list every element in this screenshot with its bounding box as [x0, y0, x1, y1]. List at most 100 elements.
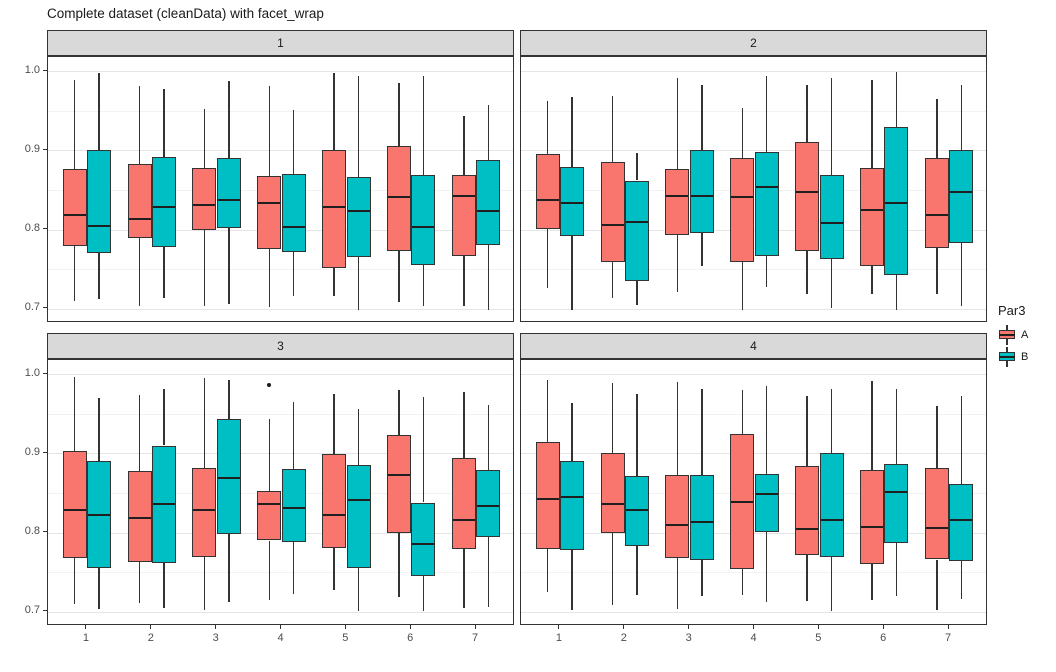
boxplot-median	[755, 185, 778, 188]
boxplot-median	[820, 518, 843, 521]
boxplot-lower-whisker	[98, 568, 100, 609]
boxplot-median	[152, 503, 175, 506]
y-tick-label: 0.8	[24, 525, 40, 538]
x-tick-label: 6	[880, 632, 887, 644]
boxplot-upper-whisker	[203, 378, 206, 469]
x-tick-label: 2	[620, 632, 627, 644]
boxplot-lower-whisker	[676, 557, 679, 609]
boxplot-median	[258, 202, 281, 205]
boxplot-upper-whisker	[701, 84, 703, 151]
x-tick	[817, 625, 819, 629]
boxplot-lower-whisker	[895, 274, 898, 310]
x-tick	[623, 625, 625, 629]
boxplot-box-b	[754, 474, 779, 532]
boxplot-median	[347, 209, 370, 212]
boxplot-lower-whisker	[765, 255, 768, 287]
boxplot-box-a	[62, 168, 87, 247]
x-tick-label: 2	[147, 632, 154, 644]
minor-gridline	[521, 269, 986, 271]
boxplot-box-b	[476, 159, 501, 246]
boxplot-upper-whisker	[203, 109, 206, 168]
boxplot-median	[690, 194, 713, 197]
boxplot-lower-whisker	[138, 561, 141, 604]
y-tick-label: 0.9	[24, 445, 40, 458]
boxplot-lower-whisker	[73, 557, 76, 604]
facet-panel-1	[47, 56, 514, 322]
x-tick-label: 3	[212, 632, 219, 644]
x-tick-label: 1	[555, 632, 562, 644]
boxplot-lower-whisker	[357, 257, 360, 310]
x-tick-label: 1	[82, 632, 89, 644]
boxplot-lower-whisker	[422, 576, 425, 611]
boxplot-median	[477, 505, 500, 508]
boxplot-median	[63, 214, 86, 217]
boxplot-upper-whisker	[398, 390, 400, 436]
boxplot-lower-whisker	[292, 542, 295, 595]
boxplot-upper-whisker	[895, 72, 898, 127]
boxplot-median	[452, 194, 475, 197]
boxplot-lower-whisker	[701, 560, 703, 596]
x-tick	[688, 625, 690, 629]
minor-gridline	[521, 413, 986, 415]
boxplot-upper-whisker	[871, 380, 873, 471]
boxplot-lower-whisker	[960, 561, 963, 600]
boxplot-median	[796, 191, 819, 194]
boxplot-median	[128, 517, 151, 520]
boxplot-lower-whisker	[546, 228, 549, 289]
boxplot-upper-whisker	[741, 107, 744, 159]
boxplot-box-b	[411, 502, 436, 577]
boxplot-box-b	[624, 475, 649, 547]
x-tick-label: 4	[277, 632, 284, 644]
boxplot-box-a	[387, 146, 412, 251]
major-gridline	[48, 71, 513, 73]
boxplot-lower-whisker	[611, 262, 614, 299]
boxplot-lower-whisker	[463, 549, 465, 608]
boxplot-upper-whisker	[422, 76, 425, 175]
boxplot-lower-whisker	[398, 250, 400, 303]
boxplot-box-a	[924, 468, 949, 560]
boxplot-median	[282, 226, 305, 229]
boxplot-median	[388, 196, 411, 199]
y-tick	[43, 228, 47, 230]
boxplot-lower-whisker	[268, 248, 271, 308]
boxplot-lower-whisker	[871, 266, 873, 294]
boxplot-box-a	[127, 470, 152, 562]
boxplot-upper-whisker	[546, 379, 549, 442]
boxplot-box-a	[600, 162, 625, 263]
boxplot-box-b	[346, 465, 371, 569]
minor-gridline	[48, 413, 513, 415]
boxplot-upper-whisker	[292, 110, 295, 175]
boxplot-box-a	[192, 167, 217, 230]
legend-title: Par3	[998, 303, 1026, 318]
boxplot-box-a	[730, 158, 755, 263]
boxplot-median	[536, 199, 559, 202]
boxplot-median	[193, 508, 216, 511]
boxplot-median	[950, 190, 973, 193]
boxplot-median	[625, 220, 648, 223]
minor-gridline	[48, 110, 513, 112]
boxplot-upper-whisker	[357, 76, 360, 178]
boxplot-median	[536, 497, 559, 500]
boxplot-box-a	[62, 451, 87, 558]
boxplot-box-b	[689, 150, 714, 233]
boxplot-box-b	[346, 177, 371, 258]
chart-title: Complete dataset (cleanData) with facet_…	[47, 6, 324, 21]
boxplot-median	[347, 499, 370, 502]
boxplot-upper-whisker	[676, 382, 679, 475]
facet-panel-2	[520, 56, 987, 322]
boxplot-upper-whisker	[357, 409, 360, 466]
legend-entry-b: B	[998, 346, 1054, 368]
boxplot-key-icon	[998, 347, 1016, 367]
boxplot-box-b	[216, 418, 241, 535]
minor-gridline	[521, 110, 986, 112]
y-tick-label: 0.8	[24, 222, 40, 235]
boxplot-median	[258, 503, 281, 506]
boxplot-median	[412, 542, 435, 545]
boxplot-lower-whisker	[830, 258, 833, 308]
boxplot-upper-whisker	[163, 389, 165, 446]
boxplot-lower-whisker	[676, 235, 679, 293]
boxplot-lower-whisker	[163, 563, 165, 608]
legend-label-a: A	[1021, 329, 1029, 341]
major-gridline	[48, 611, 513, 613]
